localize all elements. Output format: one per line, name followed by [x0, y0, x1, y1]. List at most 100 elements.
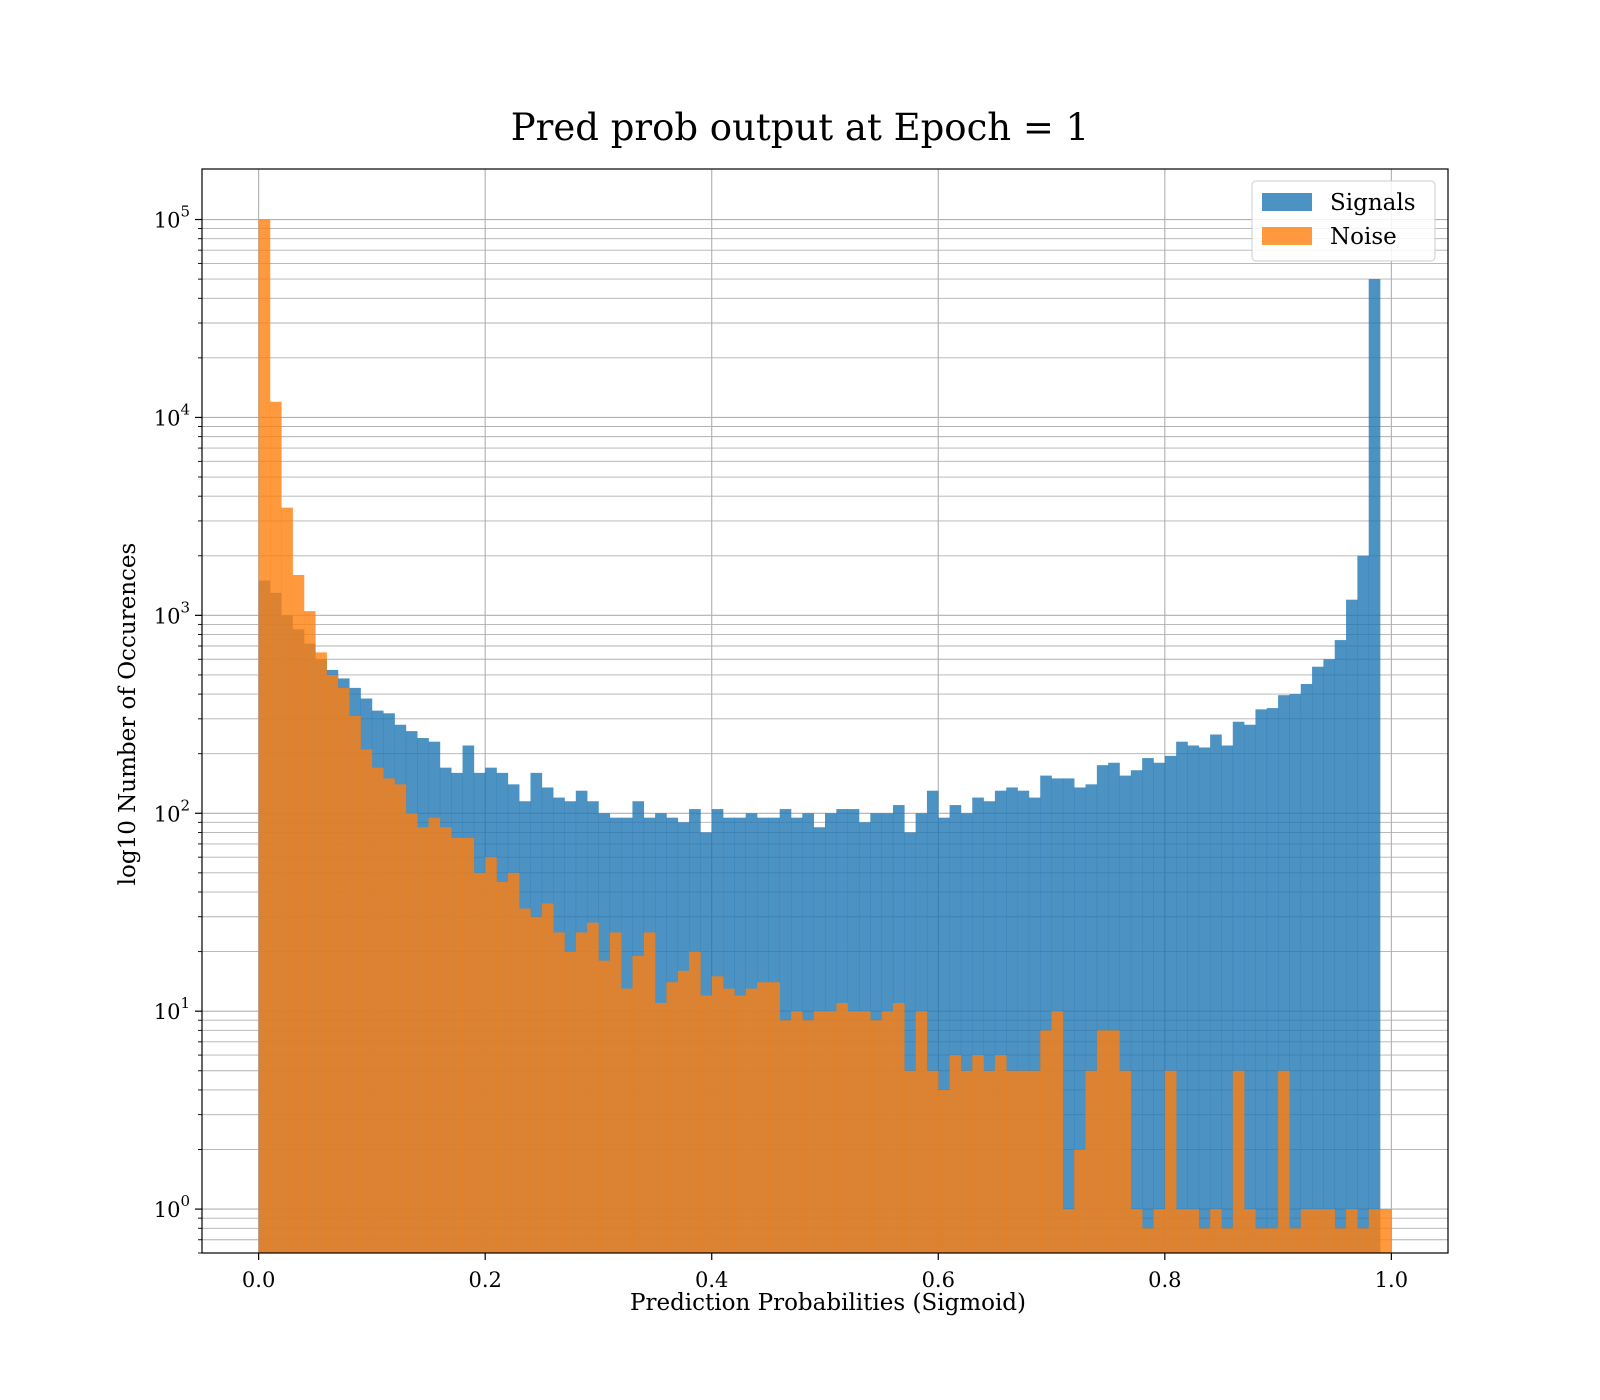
bar-noise — [994, 1055, 1007, 1253]
bar-noise — [1176, 1209, 1188, 1253]
bar-signals — [1221, 745, 1234, 1253]
bar-noise — [791, 1011, 803, 1253]
bar-noise — [394, 784, 407, 1253]
bar-signals — [1278, 695, 1290, 1253]
bar-noise — [700, 995, 713, 1253]
bar-noise — [983, 1070, 996, 1253]
bar-noise — [269, 401, 282, 1253]
bar-noise — [1040, 1030, 1052, 1253]
bar-noise — [337, 687, 350, 1253]
bar-noise — [598, 960, 611, 1253]
bar-noise — [1096, 1030, 1109, 1253]
bar-noise — [926, 1070, 939, 1253]
x-axis-label: Prediction Probabilities (Sigmoid) — [630, 1290, 1026, 1316]
bar-noise — [1108, 1030, 1120, 1253]
series-noise — [258, 219, 1392, 1253]
legend: Signals Noise — [1251, 180, 1436, 262]
bar-signals — [1096, 765, 1109, 1253]
y-tick-label: 100 — [154, 1192, 190, 1222]
bar-noise — [326, 674, 339, 1253]
bar-noise — [1357, 1228, 1370, 1253]
bar-noise — [1130, 1209, 1143, 1253]
x-tick-label: 0.6 — [922, 1268, 955, 1292]
bar-signals — [1074, 787, 1086, 1253]
y-axis-ticks: 100 101 102 103 104 105 — [154, 203, 202, 1254]
plot-frame — [201, 168, 1449, 1254]
y-tick-label: 105 — [154, 203, 190, 233]
y-tick-label: 104 — [154, 400, 190, 430]
bar-signals — [1266, 708, 1279, 1253]
bar-noise — [915, 1011, 928, 1253]
bar-noise — [258, 219, 271, 1253]
chart-title: Pred prob output at Epoch = 1 — [511, 106, 1089, 149]
bar-signals — [1119, 775, 1132, 1253]
bar-noise — [530, 916, 543, 1253]
bar-noise — [1289, 1228, 1302, 1253]
bar-noise — [802, 1020, 814, 1253]
bar-signals — [949, 805, 962, 1253]
bar-noise — [292, 574, 305, 1253]
bar-noise — [1323, 1209, 1336, 1253]
bar-signals — [1312, 666, 1324, 1253]
bar-noise — [1074, 1149, 1086, 1253]
bar-noise — [303, 611, 316, 1253]
bar-noise — [575, 932, 588, 1253]
bar-noise — [1062, 1209, 1075, 1253]
bar-noise — [473, 872, 486, 1253]
bar-signals — [1198, 747, 1211, 1253]
bar-signals — [1334, 640, 1347, 1253]
bar-noise — [1142, 1228, 1154, 1253]
bar-noise — [1334, 1228, 1347, 1253]
bar-noise — [451, 837, 463, 1253]
y-tick-label: 103 — [154, 598, 190, 628]
bar-noise — [847, 1011, 860, 1253]
bar-signals — [983, 801, 996, 1253]
bar-signals — [1142, 758, 1154, 1253]
x-tick-label: 0.4 — [695, 1268, 728, 1292]
bar-noise — [643, 932, 656, 1253]
bar-signals — [926, 790, 939, 1253]
bar-signals — [1210, 734, 1222, 1253]
bar-signals — [1289, 694, 1302, 1253]
bar-signals — [1164, 755, 1177, 1253]
bar-signals — [1006, 787, 1018, 1253]
bar-signals — [1028, 797, 1041, 1253]
bar-noise — [1244, 1209, 1256, 1253]
y-tick-label: 102 — [154, 796, 190, 826]
legend-label-signals: Signals — [1330, 190, 1416, 216]
bar-signals — [1255, 709, 1268, 1253]
bar-noise — [757, 982, 769, 1253]
bar-noise — [1232, 1070, 1245, 1253]
bar-noise — [1017, 1070, 1030, 1253]
bar-noise — [609, 932, 622, 1253]
bar-noise — [689, 951, 701, 1253]
bar-noise — [655, 1002, 667, 1253]
bar-noise — [677, 970, 690, 1253]
bar-signals — [1153, 762, 1166, 1253]
bar-signals — [904, 832, 916, 1253]
bar-noise — [1006, 1070, 1018, 1253]
bar-noise — [904, 1070, 916, 1253]
bar-signals — [938, 817, 950, 1253]
legend-swatch-signals — [1262, 193, 1312, 211]
bar-noise — [1380, 1209, 1392, 1253]
bar-noise — [1153, 1209, 1166, 1253]
bar-signals — [994, 790, 1007, 1253]
bar-noise — [938, 1089, 950, 1253]
bar-noise — [1278, 1070, 1290, 1253]
bar-noise — [349, 716, 361, 1253]
bar-noise — [587, 922, 599, 1253]
bar-signals — [1017, 790, 1030, 1253]
bar-signals — [1346, 599, 1358, 1253]
bar-noise — [858, 1011, 871, 1253]
bar-noise — [1312, 1209, 1324, 1253]
bar-noise — [723, 988, 735, 1253]
bar-noise — [439, 827, 452, 1253]
bar-noise — [892, 1002, 905, 1253]
bar-noise — [1187, 1209, 1200, 1253]
bar-signals — [1244, 724, 1256, 1253]
bar-signals — [1187, 745, 1200, 1253]
bar-noise — [632, 956, 645, 1253]
bar-signals — [1176, 741, 1188, 1253]
